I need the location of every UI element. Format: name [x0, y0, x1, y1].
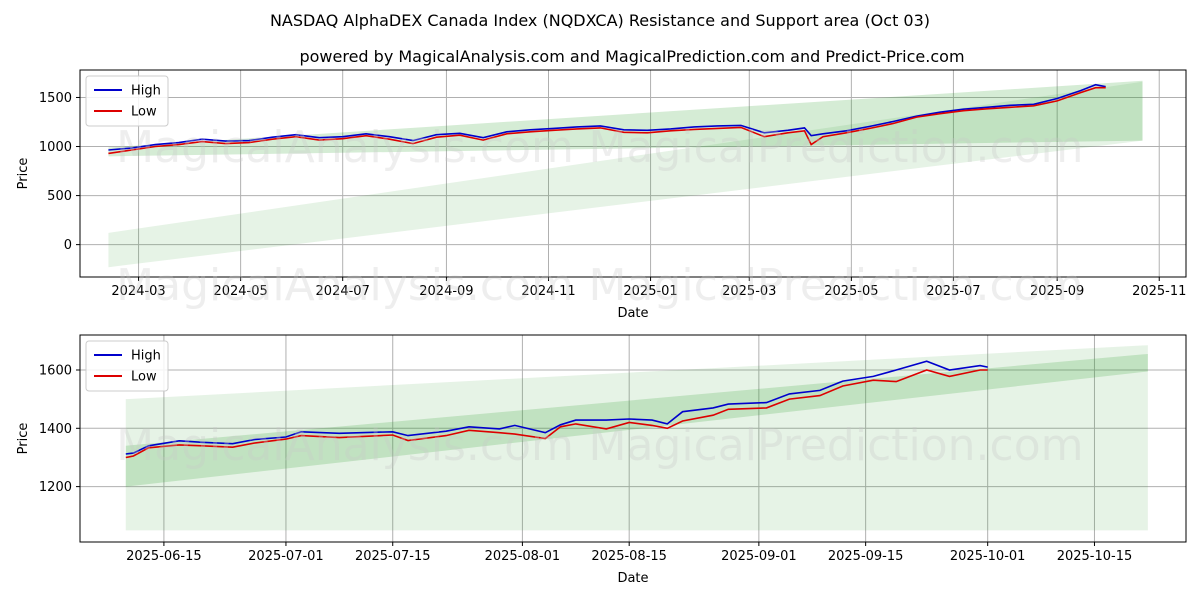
x-tick-label: 2025-03 [722, 284, 776, 299]
support-resistance-band [108, 80, 1143, 157]
x-tick-label: 2024-11 [521, 284, 575, 299]
y-tick-label: 1500 [39, 91, 72, 106]
series-line-high [125, 360, 988, 455]
chart-panel-1: 2024-03 2024-05 2024-07 2024-09 2024-11 2025-… [16, 69, 1187, 321]
x-tick-label: 2025-10-01 [950, 549, 1026, 564]
x-tick-label: 2025-07 [926, 284, 980, 299]
axes-frame [79, 69, 1187, 278]
chart-legend: High Low [85, 75, 169, 127]
chart-title: NASDAQ AlphaDEX Canada Index (NQDXCA) Re… [270, 11, 930, 30]
y-tick-label: 1600 [39, 363, 72, 378]
y-tick-label: 1400 [39, 422, 72, 437]
series-line-low [125, 369, 988, 459]
x-tick-label: 2025-05 [824, 284, 878, 299]
x-axis-title: Date [617, 571, 648, 586]
plot-area [80, 70, 1186, 277]
legend-label-high: High [131, 84, 161, 99]
y-axis-title: Price [16, 158, 31, 190]
support-resistance-band [125, 353, 1148, 487]
legend-label-low: Low [131, 105, 157, 120]
x-tick-label: 2024-09 [419, 284, 473, 299]
watermark-text: MagicalAnalysis.com [116, 122, 574, 173]
x-tick-label: 2025-01 [623, 284, 677, 299]
y-tick-label: 1200 [39, 480, 72, 495]
legend-box [85, 75, 169, 127]
y-tick-label: 0 [64, 238, 72, 253]
series-line-high [108, 83, 1106, 151]
plot-content [108, 80, 1143, 268]
x-tick-label: 2025-11 [1132, 284, 1186, 299]
x-tick-label: 2025-07-01 [248, 549, 324, 564]
watermark-text: MagicalAnalysis.com [116, 420, 574, 471]
x-tick-label: 2025-07-15 [355, 549, 431, 564]
series-line-low [108, 86, 1106, 155]
plot-content [125, 345, 1148, 531]
chart-subtitle: powered by MagicalAnalysis.com and Magic… [299, 47, 964, 66]
x-tick-label: 2025-06-15 [126, 549, 202, 564]
x-tick-label: 2025-08-15 [591, 549, 667, 564]
y-tick-label: 500 [47, 189, 72, 204]
x-tick-label: 2024-07 [316, 284, 370, 299]
x-tick-label: 2025-08-01 [485, 549, 561, 564]
x-tick-label: 2025-09 [1030, 284, 1084, 299]
chart-legend: High Low [85, 340, 169, 392]
watermark-text: MagicalPrediction.com [589, 122, 1084, 173]
axes-frame [79, 334, 1187, 543]
watermark-text: MagicalAnalysis.com [116, 260, 574, 311]
y-axis-title: Price [16, 423, 31, 455]
legend-label-high: High [131, 349, 161, 364]
legend-box [85, 340, 169, 392]
legend-label-low: Low [131, 370, 157, 385]
x-axis-title: Date [617, 306, 648, 321]
y-tick-label: 1000 [39, 140, 72, 155]
x-tick-label: 2024-05 [213, 284, 267, 299]
x-tick-label: 2025-10-15 [1057, 549, 1133, 564]
watermark-text: MagicalPrediction.com [589, 260, 1084, 311]
x-tick-label: 2025-09-01 [721, 549, 797, 564]
x-tick-label: 2024-03 [111, 284, 165, 299]
support-resistance-band [108, 81, 1143, 268]
x-tick-label: 2025-09-15 [828, 549, 904, 564]
support-resistance-band [125, 345, 1148, 531]
watermark-text: MagicalPrediction.com [589, 420, 1084, 471]
chart-panel-2: 2025-06-15 2025-07-01 2025-07-15 2025-08-01… [16, 334, 1187, 586]
